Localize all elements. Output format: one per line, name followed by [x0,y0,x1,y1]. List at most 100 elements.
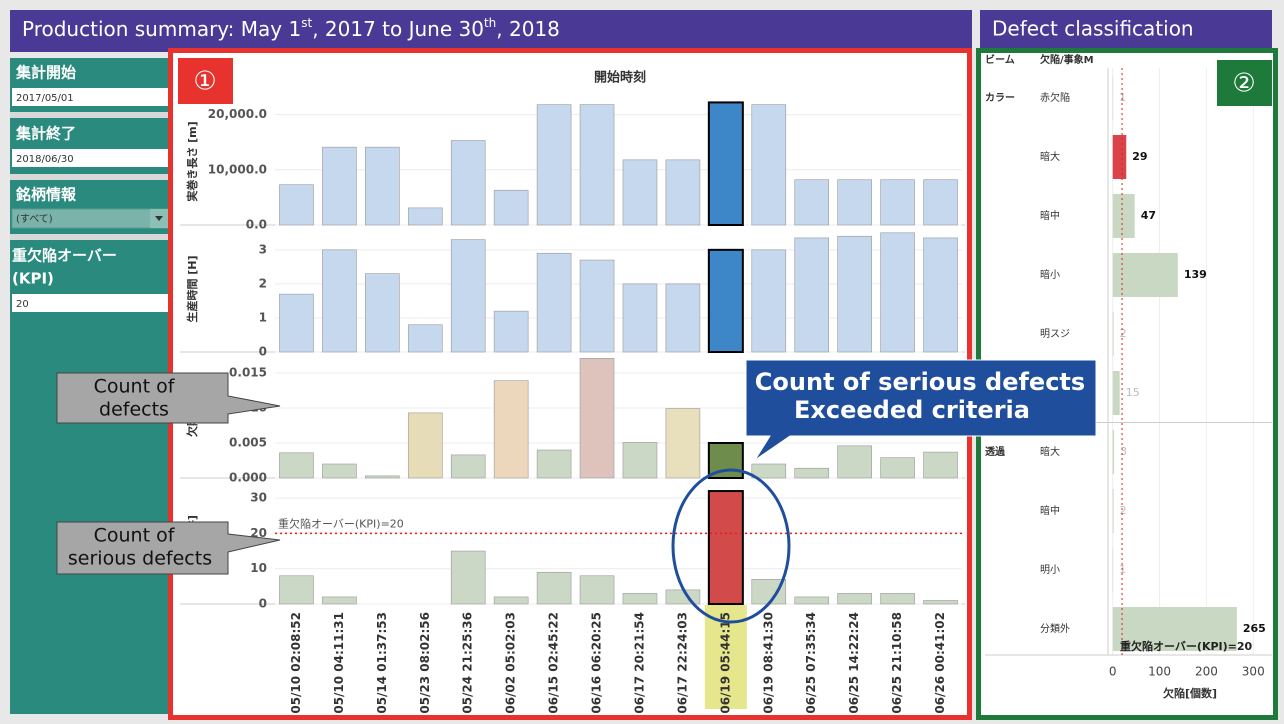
filter-input[interactable] [12,88,168,106]
y-tick-label: 0.000 [229,471,267,485]
x-tick-label: 06/25 14:22:24 [847,612,861,714]
title-sup: st [301,16,312,30]
bar [279,452,314,479]
bar [450,454,486,479]
x-tick-label: 05/24 21:25:36 [461,612,475,714]
bar [1112,135,1127,179]
filter-value: 2018/06/30 [16,154,74,165]
y-tick-label: 0.005 [229,436,267,450]
bar [579,259,615,353]
bar [493,189,529,226]
filter-input[interactable] [12,149,168,167]
bar [536,104,572,226]
value-label: 29 [1132,150,1147,163]
callout-text: Count of serious defects [755,368,1085,396]
bar [407,207,443,226]
value-label: 1 [1119,91,1126,104]
badge [1217,60,1272,106]
bar [493,380,529,479]
callout-text: Count of [94,525,176,547]
y-tick-label: 20 [250,526,267,540]
bar [536,449,572,479]
callout-box-blue [745,359,1097,461]
title-part: , 2018 [496,17,560,41]
separator [10,174,168,180]
y-axis-title: 生産時間 [H] [185,255,199,322]
bar [1112,489,1114,533]
y-tick-label: 1 [259,310,267,324]
y-tick-label: 0 [259,345,267,359]
bar [1112,371,1120,415]
x-tick-label: 06/15 02:45:22 [547,612,561,714]
filter-label: 重欠陥オーバー [12,247,117,265]
bar [794,596,830,605]
x-axis-title: 欠陥[個数] [1163,686,1217,700]
filter-value: 2017/05/01 [16,93,74,104]
bar [1112,312,1114,356]
side-title: Defect classification [992,17,1194,41]
category-label: 暗中 [1040,209,1060,222]
bar [880,179,915,226]
callout-box [56,521,281,575]
column-header: ビーム [985,53,1015,66]
bar [1112,253,1178,297]
bar [923,237,958,353]
badge [178,58,233,104]
filter-input[interactable] [12,294,168,312]
bar [837,445,872,479]
bar [1112,194,1135,238]
reference-label: 重欠陥オーバー(KPI)=20 [278,516,404,530]
bar [1112,607,1237,651]
bar [751,104,787,226]
category-label: 暗大 [1040,445,1060,458]
header-bar [10,10,972,52]
bar [622,593,658,605]
y-tick-label: 0.015 [229,366,267,380]
x-tick-label: 05/10 02:08:52 [289,612,303,714]
bar [751,249,787,353]
y-tick-label: 0.0 [246,218,267,232]
y-tick-label: 10,000.0 [208,162,267,176]
bar [322,463,357,479]
bar [365,146,400,226]
bar [880,457,915,479]
callout-text: Count of [94,376,176,398]
x-tick-label: 06/25 07:35:34 [804,612,818,714]
filter-value: 20 [16,299,29,310]
category-label: 明スジ [1040,328,1070,340]
bar [665,283,701,353]
bar [450,140,486,226]
value-label: 3 [1120,445,1127,458]
bar [707,101,744,226]
category-label: 暗大 [1040,150,1060,163]
separator [10,234,168,240]
callout-text: defects [99,399,169,421]
category-label: 明小 [1040,564,1060,576]
x-tick-label: 05/23 08:02:56 [418,612,432,714]
value-label: 139 [1184,268,1207,281]
bar [665,408,701,479]
highlight-ellipse [671,468,791,624]
bar [923,600,958,605]
main-header: 開始時刻 [594,70,646,86]
header-bar [980,10,1272,52]
bar [450,239,486,353]
y-tick-label: 3 [259,242,267,256]
title-part: , 2017 to June 30 [312,17,484,41]
value-label: 2 [1120,327,1127,340]
x-tick-label: 200 [1195,665,1218,679]
bar [837,593,872,605]
bar [1112,430,1115,474]
bar [322,146,357,226]
bar [665,159,701,226]
y-tick-label: 30 [250,491,267,505]
category-label: 赤欠陥 [1040,91,1070,104]
bar [450,550,486,605]
bar [622,159,658,226]
value-label: 2 [1120,504,1127,517]
badge-text: ① [193,67,216,97]
bar [493,310,529,353]
bar [751,463,787,479]
bar [923,179,958,226]
